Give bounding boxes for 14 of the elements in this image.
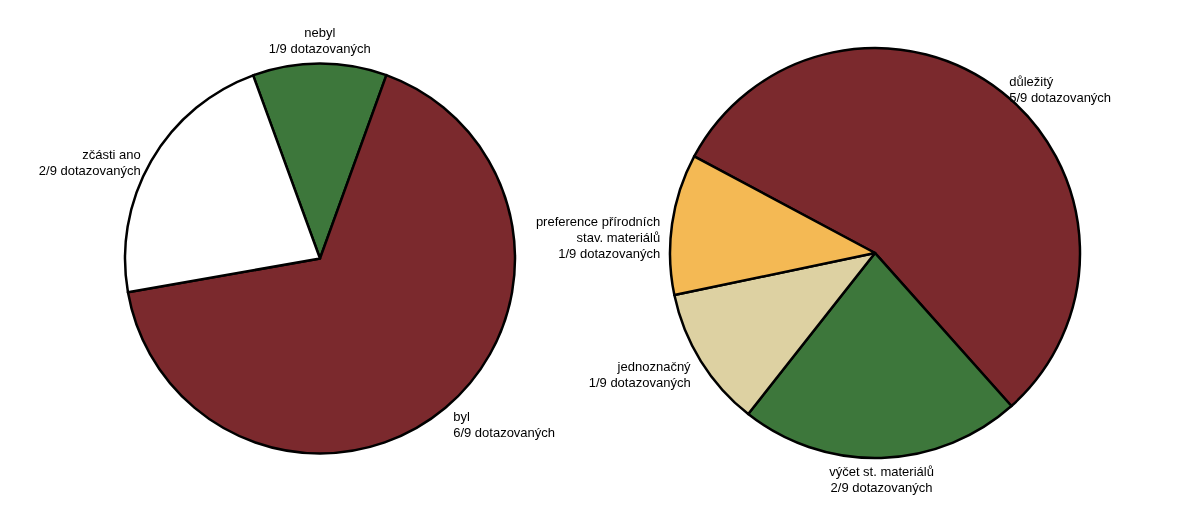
data-label: 2/9 dotazovaných — [830, 479, 933, 495]
slice-label: byl — [453, 408, 470, 424]
slice-label: jednoznačný — [616, 359, 692, 375]
slice-label: důležitý — [1009, 74, 1054, 90]
slice-label: výčet st. materiálů — [829, 463, 934, 479]
slice-label: preference přírodních stav. materiálů — [535, 214, 661, 246]
data-label: 5/9 dotazovaných — [1009, 90, 1112, 106]
data-label: 6/9 dotazovaných — [453, 424, 556, 440]
slice-label: zčásti ano — [82, 147, 141, 163]
data-label: 2/9 dotazovaných — [38, 163, 141, 179]
data-label: 1/9 dotazovaných — [588, 375, 691, 391]
slice-label: nebyl — [304, 24, 336, 40]
data-label: 1/9 dotazovaných — [558, 246, 661, 262]
data-label: 1/9 dotazovaných — [268, 40, 371, 56]
